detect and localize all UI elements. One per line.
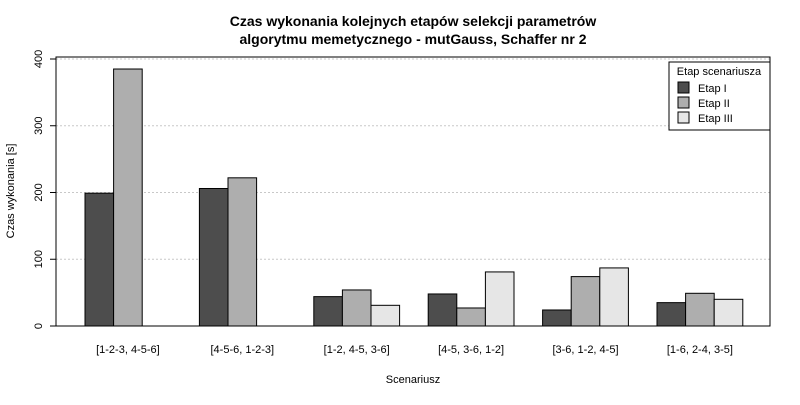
legend-swatch [677, 111, 690, 124]
y-tick-label: 400 [33, 50, 45, 68]
bar-3 [370, 304, 401, 327]
plot-frame [55, 56, 771, 327]
bar-3 [713, 298, 744, 327]
legend-label: Etap I [698, 83, 727, 95]
x-tick-label: [1-2, 4-5, 3-6] [324, 344, 390, 356]
grid-lines [56, 58, 770, 260]
y-axis-label: Czas wykonania [s] [5, 144, 17, 239]
x-tick-label: [1-2-3, 4-5-6] [96, 344, 160, 356]
y-tick-label: 200 [33, 183, 45, 201]
legend-label: Etap III [698, 113, 733, 125]
bar-2 [227, 177, 258, 327]
x-axis-label: Scenariusz [386, 374, 440, 386]
chart-title-line2: algorytmu memetycznego - mutGauss, Schaf… [240, 31, 587, 47]
bar-1 [198, 187, 229, 327]
bar-1 [427, 293, 458, 327]
legend-label: Etap II [698, 98, 730, 110]
y-tick-label: 100 [33, 250, 45, 268]
legend-items: Etap I Etap II Etap III [677, 81, 733, 125]
bar-2 [341, 289, 372, 327]
x-tick-label: [4-5-6, 1-2-3] [211, 344, 275, 356]
x-axis: [1-2-3, 4-5-6] [4-5-6, 1-2-3] [1-2, 4-5, 3… [96, 344, 733, 356]
bar-2 [113, 68, 143, 327]
chart-title-line1: Czas wykonania kolejnych etapów selekcji… [230, 13, 597, 29]
bar-1 [656, 302, 687, 327]
legend-swatch [677, 81, 690, 94]
x-tick-label: [3-6, 1-2, 4-5] [552, 344, 618, 356]
bars [84, 68, 744, 327]
y-tick-label: 0 [33, 323, 45, 329]
bar-1 [313, 296, 343, 327]
x-tick-label: [1-6, 2-4, 3-5] [667, 344, 733, 356]
y-axis: 0 100 200 300 400 [33, 50, 56, 329]
bar-1 [542, 309, 572, 327]
bar-3 [599, 267, 629, 327]
y-tick-label: 300 [33, 117, 45, 135]
legend-title: Etap scenariusza [677, 66, 762, 78]
bar-1 [84, 192, 115, 327]
legend-swatch [677, 96, 690, 109]
bar-2 [456, 307, 486, 327]
legend: Etap scenariusza Etap I Etap II Etap III [668, 61, 771, 131]
bar-2 [570, 276, 601, 327]
bar-2 [685, 292, 715, 327]
x-tick-label: [4-5, 3-6, 1-2] [438, 344, 504, 356]
bar-3 [484, 271, 515, 327]
